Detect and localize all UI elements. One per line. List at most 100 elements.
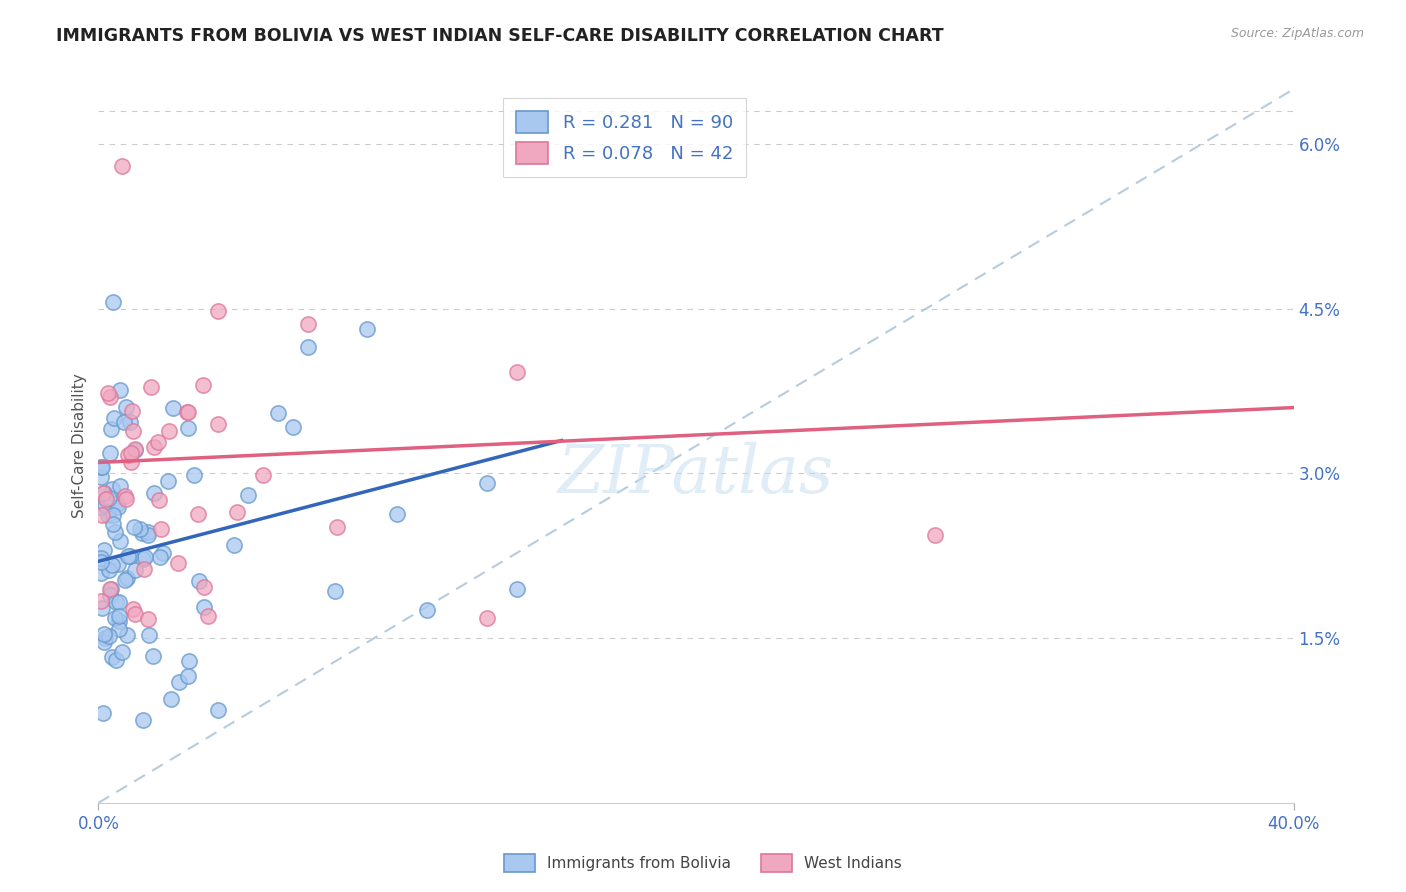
Point <box>506 582 529 597</box>
Point <box>176 421 198 435</box>
Point <box>93 486 115 500</box>
Point <box>108 622 131 636</box>
Point <box>104 595 127 609</box>
Y-axis label: Self-Care Disability: Self-Care Disability <box>72 374 87 518</box>
Point <box>323 584 346 599</box>
Point <box>100 422 122 436</box>
Point <box>107 558 129 572</box>
Point <box>90 601 112 615</box>
Point <box>136 528 159 542</box>
Point <box>93 627 115 641</box>
Point <box>112 415 135 429</box>
Point <box>124 607 146 621</box>
Point <box>475 476 498 491</box>
Point <box>267 406 290 420</box>
Point <box>94 631 117 645</box>
Point <box>100 558 122 572</box>
Point <box>416 603 439 617</box>
Point <box>326 520 349 534</box>
Point <box>132 713 155 727</box>
Point <box>187 507 209 521</box>
Point <box>98 588 121 602</box>
Point <box>139 379 162 393</box>
Point <box>108 478 131 492</box>
Point <box>97 508 120 523</box>
Point <box>111 159 134 173</box>
Point <box>90 469 112 483</box>
Point <box>297 340 319 354</box>
Point <box>124 563 146 577</box>
Point <box>114 573 136 587</box>
Point <box>134 549 156 564</box>
Point <box>115 492 138 507</box>
Point <box>107 614 129 628</box>
Point <box>96 492 118 507</box>
Point <box>236 488 259 502</box>
Point <box>924 528 946 542</box>
Point <box>143 485 166 500</box>
Point <box>191 378 214 392</box>
Point <box>104 524 127 539</box>
Point <box>124 442 146 457</box>
Text: Source: ZipAtlas.com: Source: ZipAtlas.com <box>1230 27 1364 40</box>
Point <box>128 522 150 536</box>
Point <box>90 460 112 475</box>
Point <box>120 549 142 563</box>
Point <box>93 635 115 649</box>
Point <box>100 582 122 596</box>
Point <box>136 612 159 626</box>
Point <box>132 551 155 566</box>
Point <box>101 483 124 497</box>
Point <box>120 416 142 430</box>
Point <box>122 601 145 615</box>
Point <box>177 669 200 683</box>
Point <box>162 401 184 416</box>
Point <box>117 549 139 563</box>
Point <box>226 505 249 519</box>
Point <box>131 526 153 541</box>
Point <box>167 674 190 689</box>
Point <box>207 417 229 431</box>
Point <box>90 500 112 515</box>
Point <box>149 549 172 564</box>
Point <box>142 440 165 454</box>
Point <box>101 508 124 522</box>
Point <box>193 599 215 614</box>
Point <box>142 648 165 663</box>
Point <box>93 543 115 558</box>
Point <box>97 629 120 643</box>
Point <box>297 317 319 331</box>
Point <box>103 517 125 532</box>
Text: IMMIGRANTS FROM BOLIVIA VS WEST INDIAN SELF-CARE DISABILITY CORRELATION CHART: IMMIGRANTS FROM BOLIVIA VS WEST INDIAN S… <box>56 27 943 45</box>
Point <box>148 492 170 507</box>
Point <box>207 303 229 318</box>
Point <box>148 434 170 449</box>
Point <box>90 550 112 565</box>
Point <box>114 489 136 503</box>
Point <box>104 611 127 625</box>
Point <box>90 566 112 580</box>
Point <box>98 446 121 460</box>
Point <box>111 645 134 659</box>
Point <box>115 628 138 642</box>
Point <box>121 404 143 418</box>
Point <box>117 448 139 462</box>
Point <box>121 424 143 438</box>
Point <box>152 546 174 560</box>
Point <box>177 405 200 419</box>
Point <box>356 322 378 336</box>
Point <box>90 593 112 607</box>
Text: ZIPatlas: ZIPatlas <box>558 442 834 508</box>
Point <box>149 522 172 536</box>
Point <box>120 455 142 469</box>
Point <box>108 534 131 549</box>
Point <box>160 692 183 706</box>
Point <box>115 401 138 415</box>
Point <box>98 582 121 596</box>
Point <box>101 295 124 310</box>
Point <box>197 608 219 623</box>
Point <box>107 500 129 514</box>
Point <box>115 571 138 585</box>
Point <box>124 520 146 534</box>
Point <box>90 555 112 569</box>
